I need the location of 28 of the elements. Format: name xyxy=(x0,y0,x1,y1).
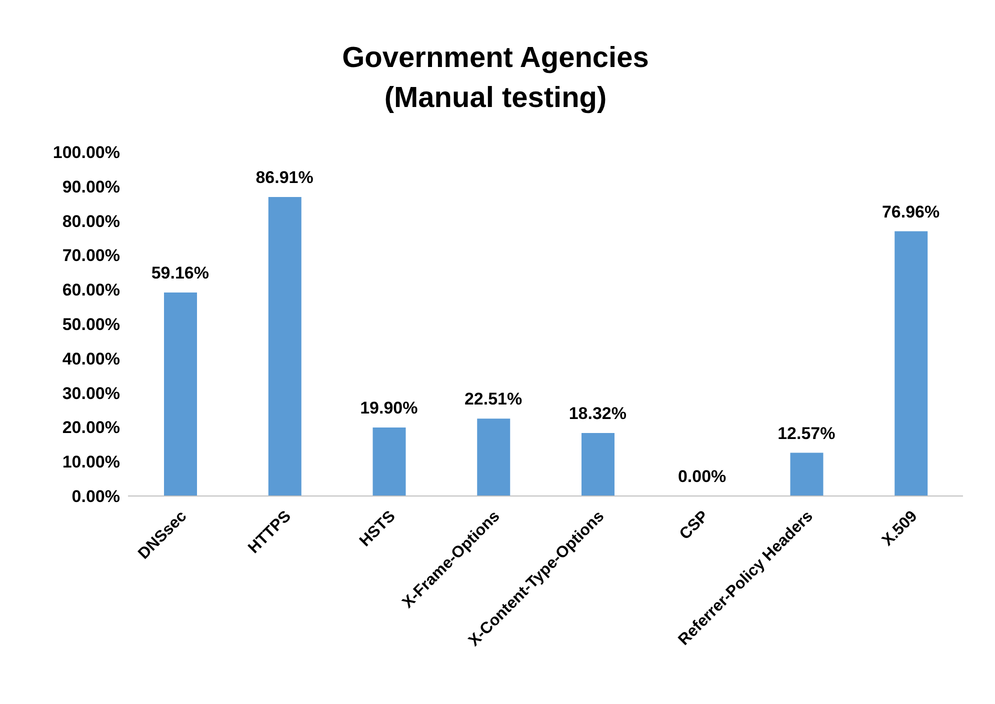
y-tick-label: 80.00% xyxy=(62,212,120,231)
y-tick-label: 70.00% xyxy=(62,246,120,266)
y-tick-label: 60.00% xyxy=(62,280,120,300)
y-tick-label: 100.00% xyxy=(52,143,120,162)
bar xyxy=(894,231,928,496)
data-label: 19.90% xyxy=(360,398,418,418)
y-tick-label: 0.00% xyxy=(72,487,120,506)
data-label: 12.57% xyxy=(778,424,836,443)
y-tick-label: 10.00% xyxy=(62,452,120,472)
bar xyxy=(582,432,614,496)
data-label: 59.16% xyxy=(151,263,210,282)
y-tick-label: 40.00% xyxy=(62,349,120,368)
y-tick-label: 90.00% xyxy=(62,177,120,196)
data-label: 86.91% xyxy=(256,168,314,188)
y-tick-label: 50.00% xyxy=(62,315,120,334)
data-label: 0.00% xyxy=(678,467,726,486)
data-label: 22.51% xyxy=(464,390,522,409)
data-label: 18.32% xyxy=(568,404,627,423)
chart-title: Government Agencies (Manual testing) xyxy=(341,41,650,116)
data-label: 76.96% xyxy=(882,202,940,222)
bar xyxy=(477,418,510,496)
bar xyxy=(164,292,197,496)
bar xyxy=(268,197,302,496)
y-tick-label: 20.00% xyxy=(62,418,120,438)
x-tick-label: CSP xyxy=(676,508,712,544)
bar xyxy=(790,452,824,496)
y-tick-label: 30.00% xyxy=(62,384,120,403)
bar xyxy=(372,428,406,496)
